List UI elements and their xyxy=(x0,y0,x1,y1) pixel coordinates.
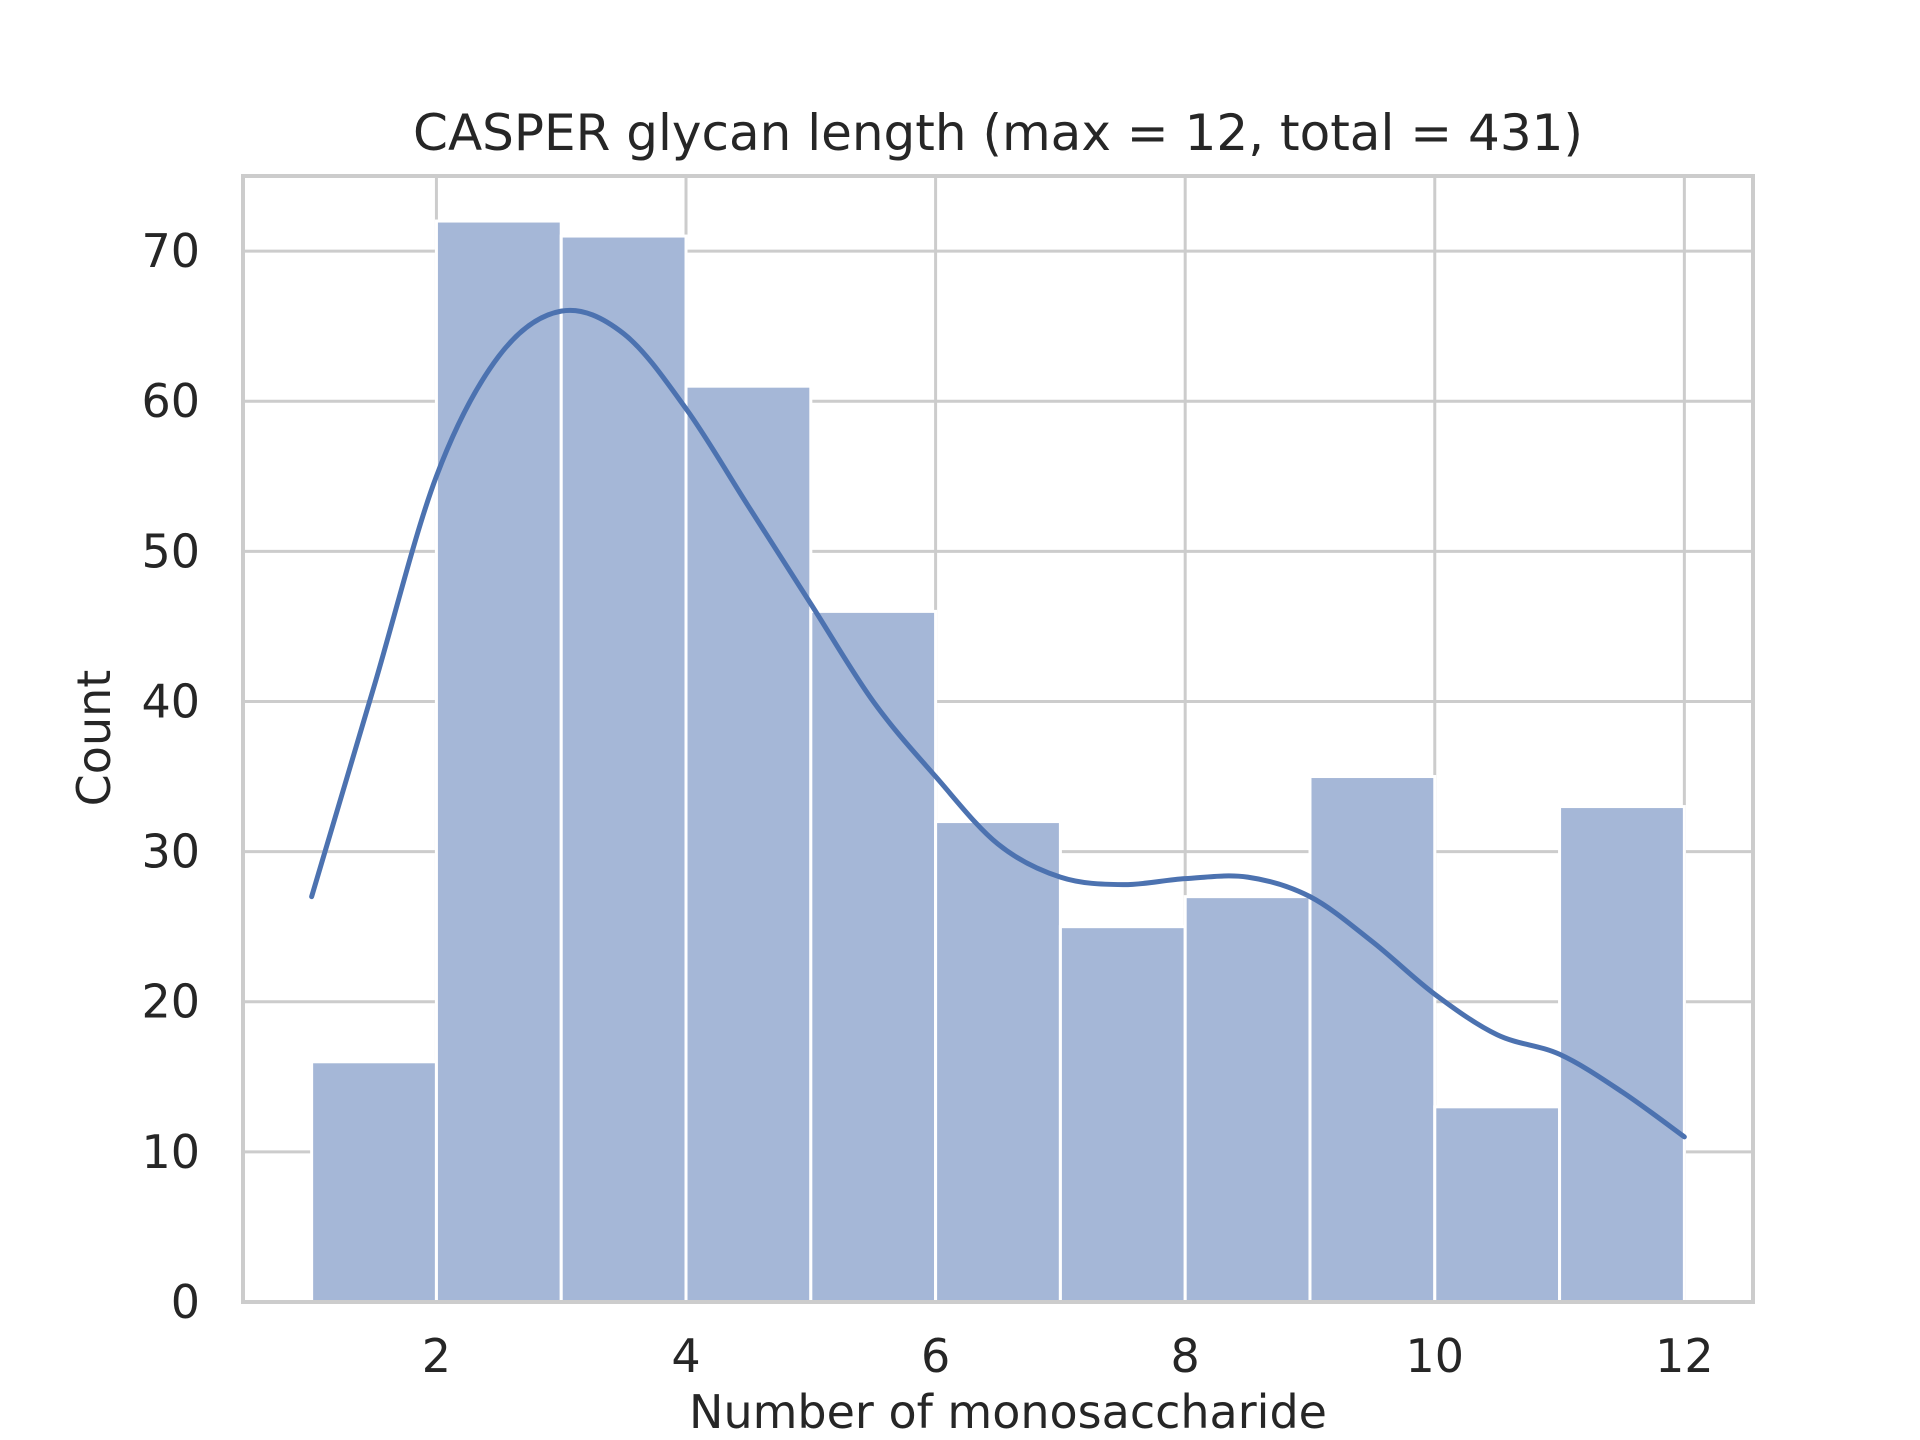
histogram-bar xyxy=(1308,775,1437,1304)
y-tick-labels: 0 10 20 30 40 50 60 70 xyxy=(141,224,200,1329)
histogram-bar xyxy=(934,820,1062,1304)
y-tick-label: 50 xyxy=(141,524,200,578)
y-tick-label: 30 xyxy=(141,825,200,879)
x-axis-label: Number of monosaccharide xyxy=(689,1385,1327,1439)
y-tick-label: 70 xyxy=(141,224,200,278)
y-axis-label: Count xyxy=(67,670,121,807)
plot-frame xyxy=(241,174,1755,1304)
chart-title: CASPER glycan length (max = 12, total = … xyxy=(413,104,1583,162)
histogram-bar xyxy=(809,609,938,1304)
histogram-bar xyxy=(310,1060,438,1304)
histogram-bar xyxy=(559,234,688,1304)
x-tick-label: 2 xyxy=(422,1329,451,1383)
histogram-bar xyxy=(1183,895,1312,1304)
x-tick-label: 12 xyxy=(1655,1329,1714,1383)
histogram-bar xyxy=(1433,1105,1562,1304)
x-tick-label: 4 xyxy=(671,1329,700,1383)
bar-layer xyxy=(310,219,1686,1304)
histogram-bar xyxy=(1058,925,1187,1304)
kde-curve xyxy=(309,307,1687,1140)
kde-layer xyxy=(309,307,1687,1140)
x-tick-label: 6 xyxy=(921,1329,950,1383)
y-tick-label: 60 xyxy=(141,374,200,428)
y-tick-label: 40 xyxy=(141,674,200,728)
x-tick-labels: 2 4 6 8 10 12 xyxy=(422,1329,1714,1383)
histogram-bar xyxy=(434,219,563,1304)
histogram-bar xyxy=(1558,805,1686,1304)
y-tick-label: 0 xyxy=(171,1275,200,1329)
x-tick-label: 10 xyxy=(1406,1329,1465,1383)
plot-frame-layer xyxy=(241,174,1755,1304)
y-tick-label: 10 xyxy=(141,1125,200,1179)
x-tick-label: 8 xyxy=(1171,1329,1200,1383)
y-tick-label: 20 xyxy=(141,975,200,1029)
histogram-bar xyxy=(684,384,813,1304)
